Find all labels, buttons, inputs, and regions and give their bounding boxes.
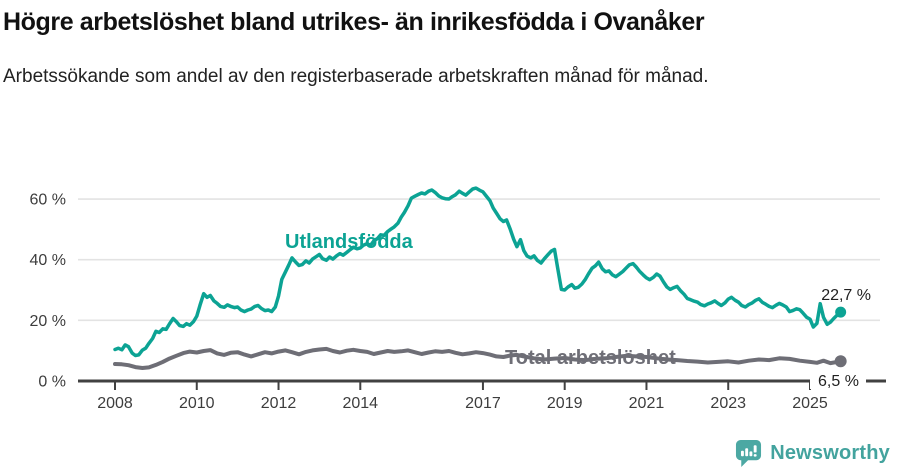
series-line-1 xyxy=(113,346,843,370)
series-end-dot-0 xyxy=(835,306,847,318)
end-value-label-background xyxy=(810,371,866,389)
logo-pin-shape xyxy=(736,440,762,467)
y-tick-label: 20 % xyxy=(30,313,66,330)
gridlines xyxy=(78,198,880,322)
x-tick-label: 2010 xyxy=(179,395,215,412)
series-line-0 xyxy=(113,186,843,358)
y-tick-label: 40 % xyxy=(30,252,66,269)
end-value-label-utlandsfodda: 22,7 % xyxy=(821,287,871,304)
end-value-label-total: 6,5 % xyxy=(818,373,859,390)
chart-subtitle: Arbetssökande som andel av den registerb… xyxy=(3,65,709,87)
x-tick-label: 2021 xyxy=(629,395,665,412)
chart-title: Högre arbetslöshet bland utrikes- än inr… xyxy=(3,8,705,36)
axis-tick-labels: 0 % 20 % 40 % 60 % 2008 2010 2012 2014 2017 2019 2… xyxy=(30,192,828,412)
x-axis xyxy=(78,379,886,390)
series-label-total-arbetsloshet: Total arbetslöshet xyxy=(505,347,676,369)
series-end-dot-1 xyxy=(834,355,847,368)
x-tick-label: 2017 xyxy=(465,395,501,412)
x-tick-label: 2008 xyxy=(97,395,133,412)
newsworthy-logo-icon xyxy=(736,440,762,467)
series-lines xyxy=(113,186,847,370)
series-label-utlandsfodda: Utlandsfödda xyxy=(285,231,414,253)
y-tick-label: 0 % xyxy=(38,374,66,391)
x-tick-label: 2014 xyxy=(342,395,378,412)
x-tick-label: 2019 xyxy=(547,395,583,412)
x-tick-label: 2025 xyxy=(792,395,828,412)
x-tick-label: 2012 xyxy=(261,395,297,412)
logo-bar-chart-glyph xyxy=(741,445,757,457)
x-tick-label: 2023 xyxy=(710,395,746,412)
newsworthy-branding: Newsworthy xyxy=(735,439,890,468)
chart-header: Högre arbetslöshet bland utrikes- än inr… xyxy=(3,8,897,91)
y-tick-label: 60 % xyxy=(30,192,66,209)
newsworthy-wordmark: Newsworthy xyxy=(770,442,890,464)
